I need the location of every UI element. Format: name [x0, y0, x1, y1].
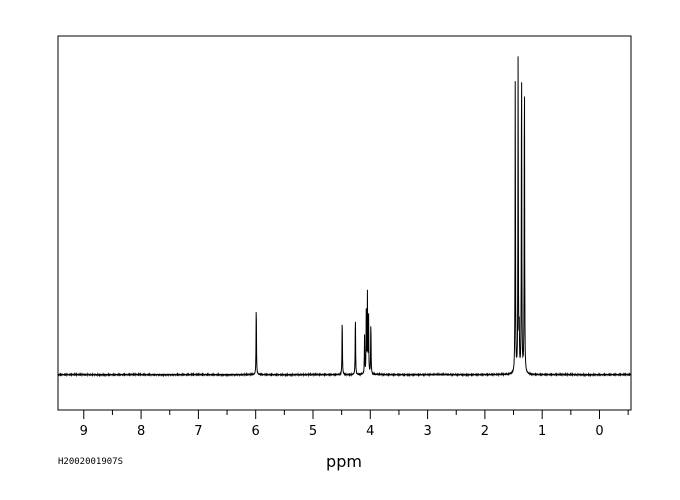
x-tick-label: 6	[252, 424, 260, 439]
x-tick-label: 8	[137, 424, 145, 439]
x-tick-label: 9	[80, 424, 88, 439]
x-tick-label: 0	[595, 424, 603, 439]
sample-id-label: H2002001907S	[58, 457, 124, 467]
spectrum-line	[57, 56, 632, 378]
x-axis-tick-labels: 9 8 7 6 5 4 3 2 1 0	[80, 424, 604, 439]
x-axis-ticks	[83, 410, 629, 419]
plot-frame	[57, 35, 632, 411]
x-tick-label: 1	[538, 424, 546, 439]
x-tick-label: 3	[423, 424, 431, 439]
x-tick-label: 7	[194, 424, 202, 439]
x-tick-label: 4	[366, 424, 374, 439]
x-axis-title: ppm	[326, 452, 362, 471]
x-tick-label: 2	[481, 424, 489, 439]
x-tick-label: 5	[309, 424, 317, 439]
